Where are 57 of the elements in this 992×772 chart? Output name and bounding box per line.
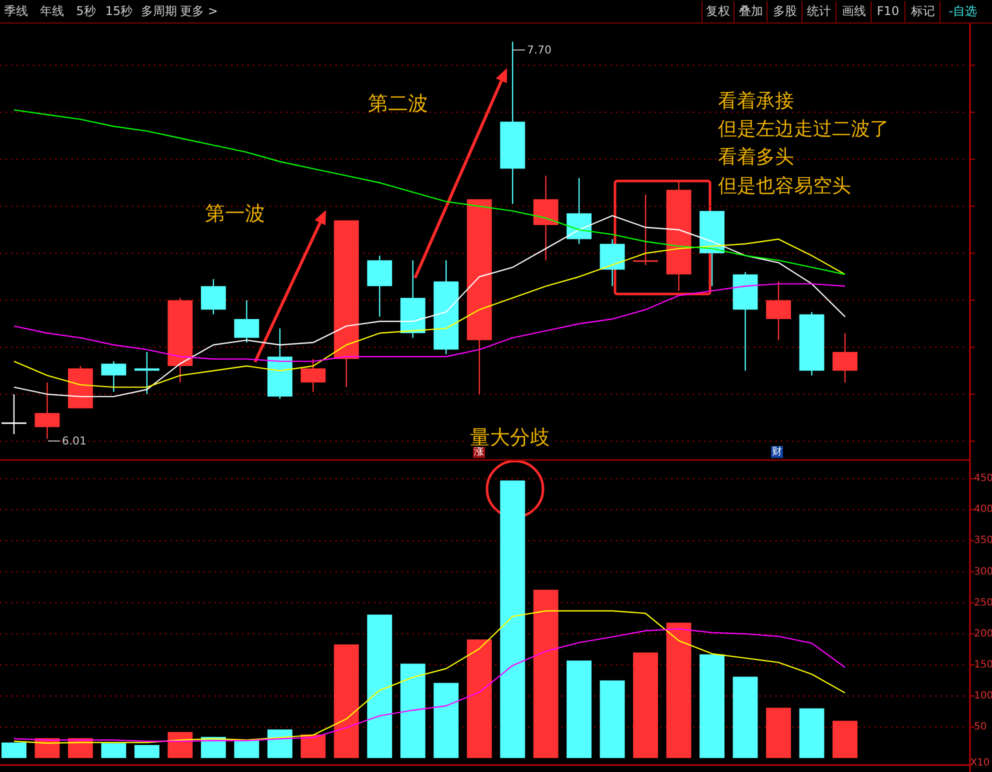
- text: 画线: [842, 4, 866, 18]
- annotation: 看着多头: [718, 146, 794, 168]
- text: 年线: [40, 4, 64, 18]
- y-tick-label: 150: [974, 659, 992, 670]
- bar: [700, 654, 725, 758]
- y-tick-label: 350: [974, 535, 992, 546]
- text: 复权: [706, 4, 730, 18]
- bar: [600, 680, 625, 758]
- annotation: 第一波: [205, 201, 265, 225]
- annotation: 看着承接: [718, 90, 794, 112]
- bar: [1, 742, 26, 758]
- text: 多股: [773, 4, 797, 18]
- y-tick-label: 200: [974, 628, 992, 640]
- text: -自选: [948, 4, 978, 18]
- bar: [101, 743, 126, 758]
- text: 叠加: [739, 4, 763, 18]
- bar: [766, 708, 791, 758]
- y-tick-label: 50: [974, 721, 987, 732]
- bar: [434, 682, 459, 758]
- bar: [666, 622, 692, 758]
- bar: [799, 708, 824, 758]
- bar: [334, 644, 359, 758]
- bar: [267, 729, 292, 758]
- y-tick-label: 450: [974, 473, 992, 484]
- annotation: 7.70: [527, 44, 552, 56]
- bar: [367, 614, 392, 758]
- text: 统计: [807, 4, 831, 18]
- text: F10: [876, 4, 900, 18]
- bar: [832, 720, 858, 758]
- text: 季线: [4, 4, 28, 18]
- y-tick-label: 250: [974, 597, 992, 608]
- bar: [168, 732, 193, 758]
- annotation: 但是左边走过二波了: [718, 118, 889, 140]
- annotation: 第二波: [368, 91, 428, 115]
- text: 更多 >: [180, 4, 218, 18]
- bar: [466, 639, 492, 758]
- bar: [234, 740, 260, 758]
- bar: [633, 652, 658, 758]
- annotation: 涨: [474, 446, 484, 458]
- bar: [732, 676, 758, 758]
- bar: [400, 664, 426, 758]
- text: 多周期: [141, 4, 177, 18]
- annotation: 6.01: [62, 434, 86, 448]
- bar: [566, 660, 592, 758]
- annotation: 财: [772, 446, 782, 458]
- text: 15秒: [105, 4, 133, 18]
- bar: [134, 744, 160, 758]
- y-tick-label: 400: [974, 504, 992, 516]
- y-tick-label: 100: [974, 690, 992, 702]
- annotation: 但是也容易空头: [718, 175, 851, 197]
- bar: [500, 480, 526, 758]
- text: X10: [970, 758, 990, 768]
- text: 5秒: [76, 4, 96, 18]
- bar: [533, 590, 558, 758]
- y-tick-label: 300: [974, 566, 992, 578]
- bar: [300, 734, 326, 758]
- text: 标记: [910, 4, 935, 18]
